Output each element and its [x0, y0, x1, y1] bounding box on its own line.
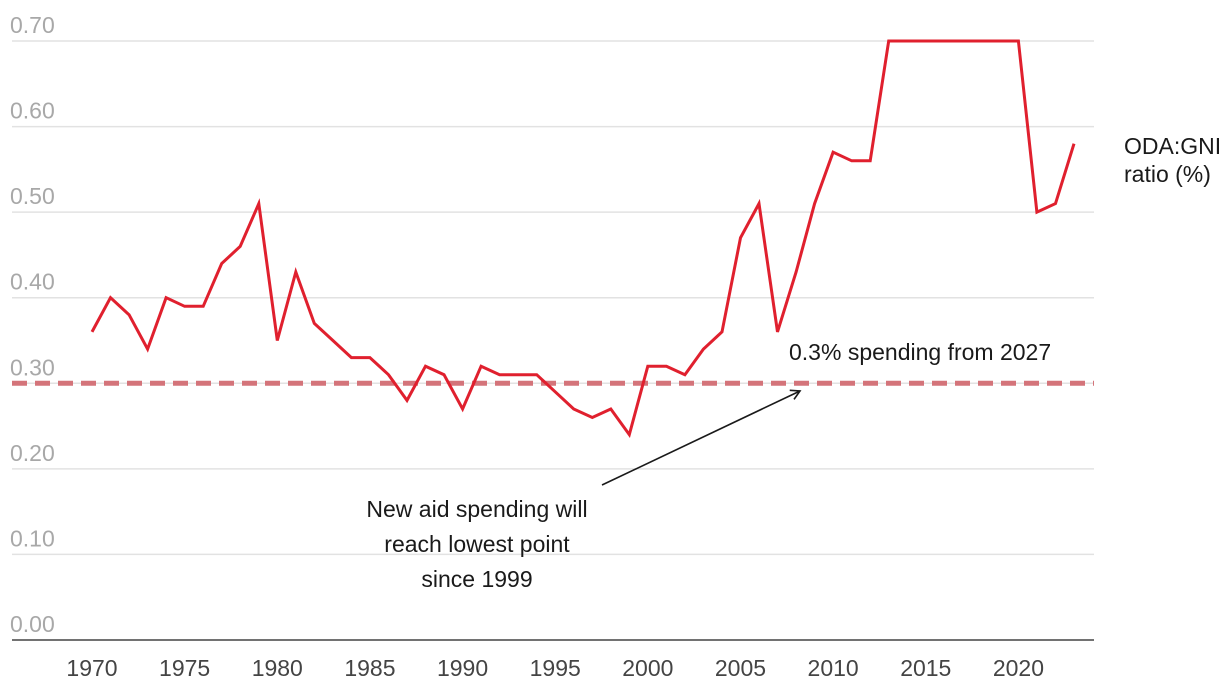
x-tick-label: 2015	[900, 655, 951, 681]
x-tick-label: 1985	[344, 655, 395, 681]
y-tick-label: 0.10	[10, 525, 55, 551]
y-axis-ticks: 0.00 0.10 0.20 0.30 0.40 0.50 0.60 0.70	[10, 12, 55, 637]
x-tick-label: 1990	[437, 655, 488, 681]
callout-line1: New aid spending will	[366, 496, 587, 522]
x-tick-label: 1980	[252, 655, 303, 681]
callout-line2: reach lowest point	[384, 531, 570, 557]
x-tick-label: 2000	[622, 655, 673, 681]
y-tick-label: 0.30	[10, 354, 55, 380]
x-axis-ticks: 1970 1975 1980 1985 1990 1995 2000 2005 2010 2015…	[66, 655, 1044, 681]
y-tick-label: 0.50	[10, 183, 55, 209]
x-tick-label: 1975	[159, 655, 210, 681]
y-tick-label: 0.20	[10, 440, 55, 466]
reference-line-label: 0.3% spending from 2027	[789, 339, 1051, 365]
x-tick-label: 2010	[808, 655, 859, 681]
series-label-line2: ratio (%)	[1124, 161, 1211, 187]
y-tick-label: 0.70	[10, 12, 55, 38]
gridlines	[12, 40, 1094, 556]
y-tick-label: 0.60	[10, 98, 55, 124]
y-tick-label: 0.00	[10, 611, 55, 637]
x-tick-label: 2005	[715, 655, 766, 681]
x-tick-label: 1995	[530, 655, 581, 681]
x-tick-label: 1970	[66, 655, 117, 681]
y-tick-label: 0.40	[10, 269, 55, 295]
callout-line3: since 1999	[421, 566, 532, 592]
callout-arrow	[601, 389, 802, 486]
series-label-line1: ODA:GNI	[1124, 133, 1220, 159]
x-tick-label: 2020	[993, 655, 1044, 681]
series-line-oda-gni	[90, 39, 1076, 439]
